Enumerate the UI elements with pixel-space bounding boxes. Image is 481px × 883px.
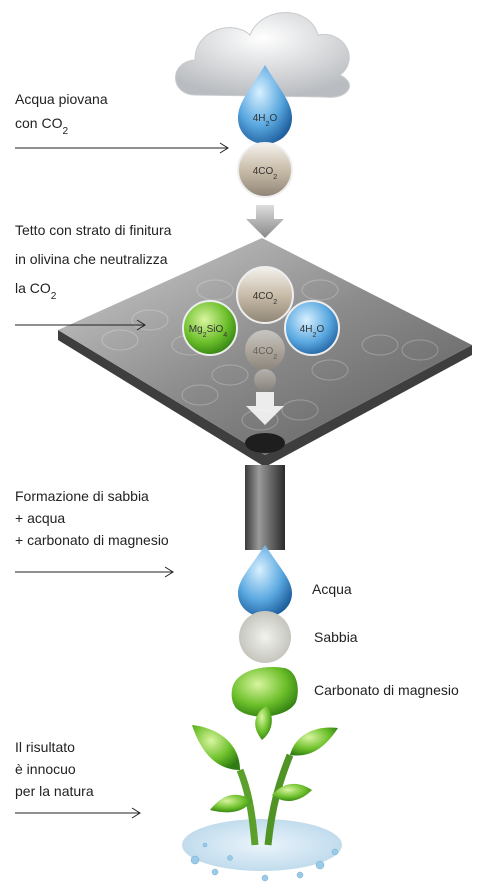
text-part: la CO bbox=[15, 280, 51, 296]
step-label: Il risultato bbox=[15, 739, 75, 755]
text-part: 4CO bbox=[253, 346, 274, 357]
leaf bbox=[192, 725, 240, 770]
text-part: 4CO bbox=[253, 166, 274, 177]
product-label: Acqua bbox=[312, 581, 352, 597]
drain-hole bbox=[245, 433, 285, 453]
text-part: per la natura bbox=[15, 783, 94, 799]
subscript: 2 bbox=[273, 297, 277, 306]
text-part: con CO bbox=[15, 115, 63, 131]
text-part: Il risultato bbox=[15, 739, 75, 755]
step-label: con CO2 bbox=[15, 115, 68, 137]
text-part: Tetto con strato di finitura bbox=[15, 222, 172, 238]
subscript: 2 bbox=[62, 126, 68, 137]
drain-pipe bbox=[245, 465, 285, 550]
artwork bbox=[58, 13, 472, 882]
subscript: 2 bbox=[273, 352, 277, 361]
subscript: 2 bbox=[273, 172, 277, 181]
step-label: in olivina che neutralizza bbox=[15, 251, 168, 267]
subscript: 2 bbox=[51, 291, 57, 302]
text-part: Mg bbox=[189, 324, 203, 335]
step-label: + acqua bbox=[15, 510, 65, 526]
sand-ball bbox=[239, 611, 291, 663]
step-label: la CO2 bbox=[15, 280, 57, 302]
leaf bbox=[290, 727, 338, 755]
text-part: O bbox=[317, 324, 325, 335]
step-label: Acqua piovana bbox=[15, 91, 108, 107]
water-drop bbox=[238, 545, 292, 617]
text-part: + carbonato di magnesio bbox=[15, 532, 169, 548]
text-part: SiO bbox=[207, 324, 224, 335]
step-label: + carbonato di magnesio bbox=[15, 532, 169, 548]
down-arrow bbox=[246, 205, 284, 238]
text-part: è innocuo bbox=[15, 761, 76, 777]
text-part: O bbox=[270, 113, 278, 124]
text-part: 4H bbox=[300, 324, 313, 335]
text-part: in olivina che neutralizza bbox=[15, 251, 168, 267]
text-part: + acqua bbox=[15, 510, 65, 526]
text-part: Acqua piovana bbox=[15, 91, 108, 107]
product-label: Carbonato di magnesio bbox=[314, 682, 459, 698]
small-ball bbox=[254, 369, 276, 391]
product-label: Sabbia bbox=[314, 629, 358, 645]
step-label: è innocuo bbox=[15, 761, 76, 777]
step-label: per la natura bbox=[15, 783, 94, 799]
text-part: 4CO bbox=[253, 291, 274, 302]
text-part: Formazione di sabbia bbox=[15, 488, 149, 504]
step-label: Tetto con strato di finitura bbox=[15, 222, 172, 238]
diagram: Acqua piovanacon CO2Tetto con strato di … bbox=[0, 0, 481, 883]
step-label: Formazione di sabbia bbox=[15, 488, 149, 504]
text-part: 4H bbox=[253, 113, 266, 124]
subscript: 4 bbox=[223, 330, 227, 339]
leaf bbox=[210, 795, 252, 813]
